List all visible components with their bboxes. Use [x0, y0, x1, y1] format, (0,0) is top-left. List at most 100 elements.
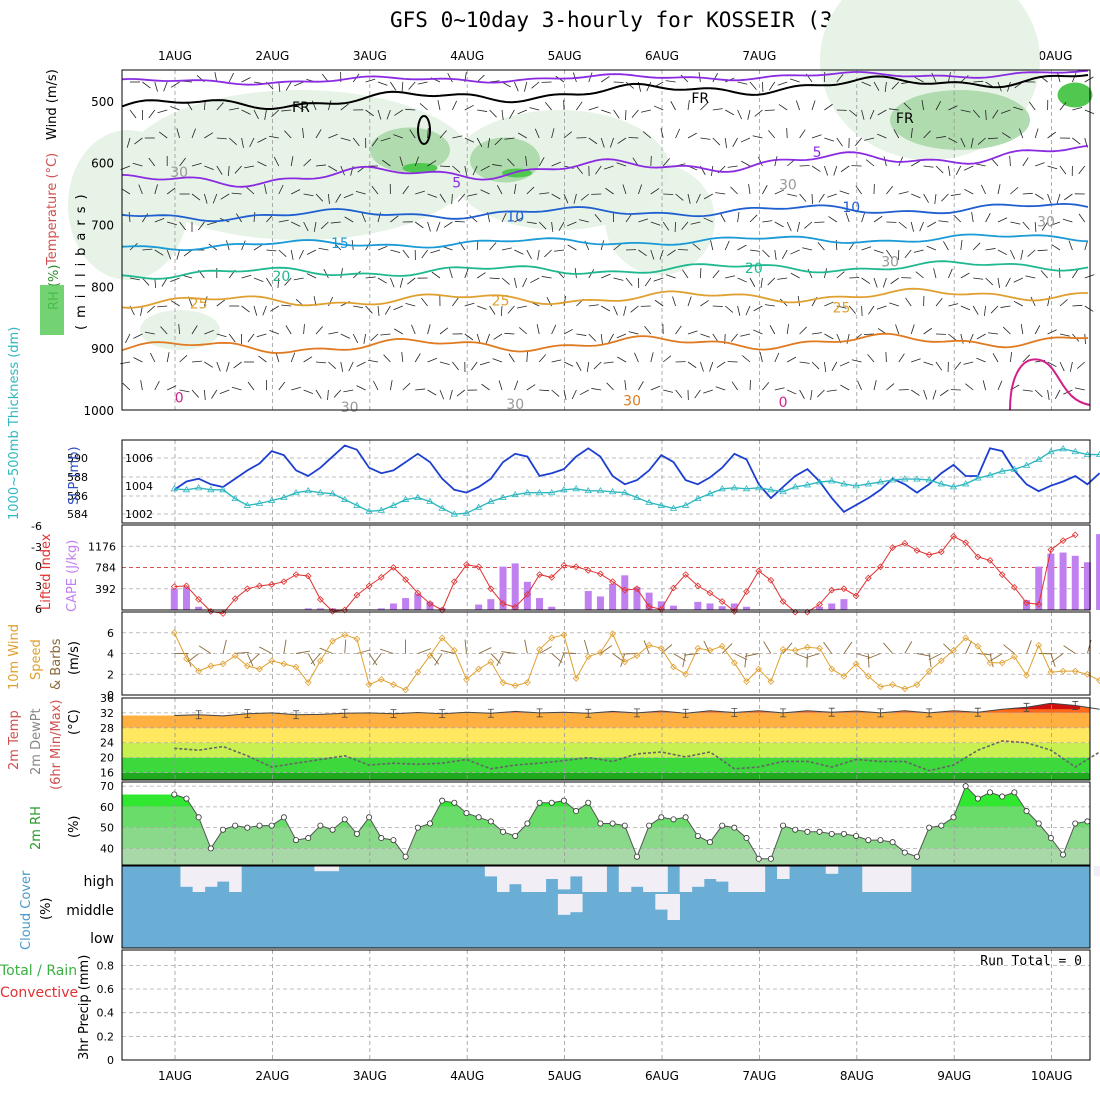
wind-barb [1047, 389, 1050, 400]
wind-barb [394, 328, 404, 335]
wind-barb-10m [600, 645, 613, 654]
wind-barb [383, 354, 391, 363]
thickness-marker [243, 501, 252, 508]
wind-barb [650, 352, 654, 363]
wind-barb [212, 193, 218, 204]
thickness-marker [645, 498, 653, 505]
wind-barb [948, 137, 958, 144]
wind-barb [328, 361, 337, 369]
wind-barb [133, 333, 143, 339]
wind-barb [580, 193, 590, 201]
wind-barb [923, 389, 928, 400]
wind-barb [576, 101, 583, 111]
wind-barb [340, 103, 349, 111]
wind-barb [662, 221, 670, 231]
wind-barb [786, 127, 788, 139]
rh-region-mid [890, 90, 1030, 150]
wind-barb [241, 77, 251, 83]
isotherm-loop [417, 115, 431, 145]
wind-barb [774, 387, 785, 391]
wind-barb [762, 249, 770, 258]
cloud-gap [229, 866, 242, 892]
wind-barb [795, 100, 800, 111]
rh-marker [207, 845, 214, 852]
temp-errorbar [780, 708, 787, 718]
wind-barb [586, 361, 590, 372]
wind-barb [228, 137, 237, 145]
wind-barb [214, 72, 218, 83]
wind-barb [315, 164, 326, 167]
wind-speed-marker [937, 657, 945, 665]
wind-barb [365, 109, 374, 117]
temp-band [122, 757, 1090, 773]
wind-barb-10m [558, 653, 565, 667]
date-label-bottom: 6AUG [645, 1069, 679, 1083]
cape-bar [669, 605, 677, 610]
rh-marker [816, 828, 823, 835]
isotherm-label: 10 [842, 200, 860, 216]
wind-speed-marker [877, 683, 884, 691]
wind-barb [579, 389, 589, 396]
temp-errorbar [585, 708, 592, 718]
date-label-bottom: 9AUG [937, 1069, 971, 1083]
thickness-marker [1059, 445, 1067, 452]
lifted-index-marker [974, 553, 982, 561]
wind-barb-10m [782, 642, 793, 654]
lifted-index-marker [1010, 583, 1018, 591]
wind-speed-marker [1023, 671, 1030, 679]
wind-barb [1072, 269, 1079, 279]
thickness-marker [523, 488, 532, 496]
wind-barb [948, 268, 953, 279]
wind-barb [534, 128, 540, 139]
wind-barb [911, 160, 921, 167]
wind-barb-10m [368, 653, 378, 666]
cape-bar [1047, 553, 1055, 610]
wind-barb [179, 355, 188, 363]
temp-ytick: 20 [100, 752, 114, 765]
wind-barb [625, 213, 633, 223]
wind-barb [514, 216, 524, 223]
wind-barb [864, 137, 875, 141]
wind-speed-marker [365, 681, 373, 689]
wind-barb [898, 191, 909, 195]
wind-barb [854, 137, 862, 147]
cape-bar [377, 608, 385, 610]
wind-barb [411, 324, 416, 335]
wind-barb [539, 192, 550, 195]
wind-barb [839, 190, 850, 195]
wind-speed-line [173, 632, 1100, 691]
wind-barb [997, 277, 1000, 288]
wind-speed-marker [950, 646, 957, 654]
thickness-marker [389, 501, 398, 508]
wind-barb [687, 330, 698, 335]
lifted-index-marker [998, 571, 1006, 578]
temp-errorbar [731, 708, 738, 717]
wind-barb [836, 305, 847, 309]
wind-barb [507, 305, 515, 314]
wind-barb [216, 299, 226, 307]
wind-barb [1034, 128, 1039, 139]
wind-barb [938, 220, 949, 223]
wind-barb [439, 389, 445, 400]
wind-barb [409, 129, 416, 139]
wind-barb [476, 74, 485, 83]
cape-bar [475, 604, 483, 610]
wind-barb [1069, 361, 1073, 372]
rh-marker [305, 835, 312, 842]
wind-barb [371, 185, 379, 195]
wind-barb [677, 249, 689, 251]
wind-barb [786, 324, 789, 335]
wind-barb [407, 277, 416, 285]
thickness-marker [414, 493, 422, 501]
wind-barb [950, 193, 961, 196]
cloud-ylabel: Cloud Cover [19, 870, 34, 950]
date-label-top: 2AUG [255, 49, 289, 63]
wind-barb [873, 277, 878, 288]
thickness-marker [767, 486, 775, 493]
slp-ylabel: SLP (mb) [67, 446, 82, 505]
thickness-marker [584, 486, 592, 494]
temp-ylabel: (°C) [67, 709, 82, 735]
thickness-marker [353, 501, 361, 508]
cape-bar [633, 587, 641, 610]
wind-barb [882, 277, 887, 288]
